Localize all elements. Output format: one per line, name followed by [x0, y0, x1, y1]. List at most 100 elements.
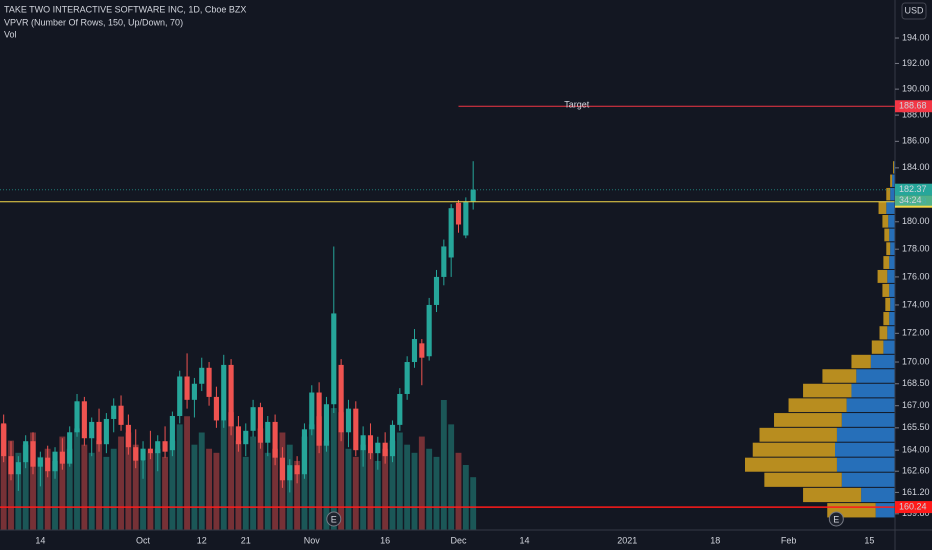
last-price-bg — [895, 183, 932, 196]
candle-body — [199, 367, 205, 384]
candle-body — [265, 421, 271, 443]
profile-down — [803, 487, 862, 503]
profile-up — [856, 369, 895, 383]
candle-body — [243, 430, 249, 445]
profile-up — [875, 503, 895, 518]
volume-bar — [411, 452, 418, 530]
profile-up — [892, 174, 895, 187]
y-tick-label: 162.60 — [902, 466, 930, 476]
candle-body — [37, 457, 43, 467]
volume-bar — [81, 444, 88, 530]
candle-body — [389, 424, 396, 457]
x-tick-label: 14 — [520, 535, 530, 545]
candle-body — [81, 401, 87, 439]
profile-up — [889, 228, 895, 242]
profile-up — [851, 383, 895, 398]
profile-up — [861, 487, 895, 503]
volume-bar — [44, 448, 51, 530]
candle-body — [23, 441, 29, 463]
volume-bar — [176, 424, 183, 530]
profile-up — [870, 354, 895, 369]
profile-up — [890, 297, 895, 312]
candle-body — [345, 408, 352, 433]
volume-bar — [242, 456, 249, 530]
profile-down — [774, 413, 842, 427]
level-label: 188.68 — [899, 101, 927, 111]
x-tick-label: Dec — [450, 535, 467, 545]
volume-bar — [316, 416, 323, 530]
candle-body — [375, 442, 381, 454]
y-tick-label: 161.20 — [902, 487, 930, 497]
profile-down — [886, 187, 891, 201]
volume-bar — [345, 448, 352, 530]
profile-down — [882, 283, 890, 297]
volume-bar — [294, 460, 301, 530]
candle-body — [279, 457, 286, 481]
x-tick-label: 14 — [35, 535, 45, 545]
volume-bar — [257, 428, 264, 530]
currency-box[interactable] — [901, 2, 927, 20]
volume-bar — [440, 400, 447, 530]
last-price-label: 182.37 — [899, 184, 927, 194]
y-tick-label: 167.00 — [902, 400, 930, 410]
volume-bar — [118, 436, 124, 530]
candle-body — [30, 441, 36, 467]
axis: 159.80 161.20 162.60 164.00 165.50 167.00 168.… — [35, 32, 932, 545]
candle-body — [206, 367, 212, 397]
earnings-label: E — [833, 514, 839, 524]
y-tick-label: 192.00 — [902, 58, 930, 68]
profile-down — [885, 297, 891, 312]
volume-bar — [228, 412, 235, 530]
profile-up — [890, 242, 895, 256]
earnings-marker[interactable]: E — [326, 511, 342, 527]
profile-up — [889, 283, 895, 297]
volume-bar — [220, 420, 227, 530]
earnings-circle — [828, 511, 844, 527]
y-tick-label: 180.00 — [902, 216, 930, 226]
volume-bar — [162, 456, 168, 530]
volume-bar — [448, 424, 455, 530]
candle-body — [287, 465, 293, 481]
profile-down — [745, 457, 837, 472]
profile-down — [890, 174, 893, 187]
candle-body — [419, 343, 425, 358]
candle-body — [338, 364, 344, 433]
countdown-bg — [895, 195, 932, 206]
profile-down — [884, 228, 890, 242]
candle-body — [331, 313, 337, 405]
y-tick-label: 178.00 — [902, 244, 930, 254]
profile-up — [886, 201, 895, 214]
candle-body — [15, 462, 21, 475]
volume-bar — [389, 440, 396, 530]
profile-up — [889, 256, 895, 269]
y-tick-label: 168.50 — [902, 378, 930, 388]
volume-bar — [96, 440, 102, 530]
volume-bar — [8, 440, 14, 530]
profile-down — [877, 269, 888, 283]
candle-body — [426, 304, 432, 357]
volume-bar — [272, 448, 279, 530]
y-tick-label: 159.80 — [902, 508, 930, 518]
volume-bar — [308, 424, 315, 530]
candle-body — [74, 401, 80, 433]
candle-body — [184, 376, 190, 400]
earnings-label: E — [331, 514, 337, 524]
profile-down — [851, 354, 871, 369]
currency[interactable]: USD — [904, 5, 924, 15]
candle-body — [353, 408, 359, 451]
x-tick-label: Feb — [781, 535, 797, 545]
x-tick-label: 18 — [710, 535, 720, 545]
earnings-marker[interactable]: E — [828, 511, 844, 527]
profile-up — [835, 442, 895, 457]
candle-body — [133, 447, 139, 461]
profile-up — [887, 269, 895, 283]
candle-body — [162, 441, 168, 452]
volume-bar — [323, 440, 330, 530]
y-tick-label: 184.00 — [902, 162, 930, 172]
candle-body — [360, 435, 366, 451]
volume-bar — [198, 432, 205, 530]
y-tick-label: 186.00 — [902, 136, 930, 146]
chart-title: TAKE TWO INTERACTIVE SOFTWARE INC, 1D, C… — [4, 4, 246, 14]
level-name: Target — [564, 100, 590, 110]
profile-down — [886, 242, 891, 256]
